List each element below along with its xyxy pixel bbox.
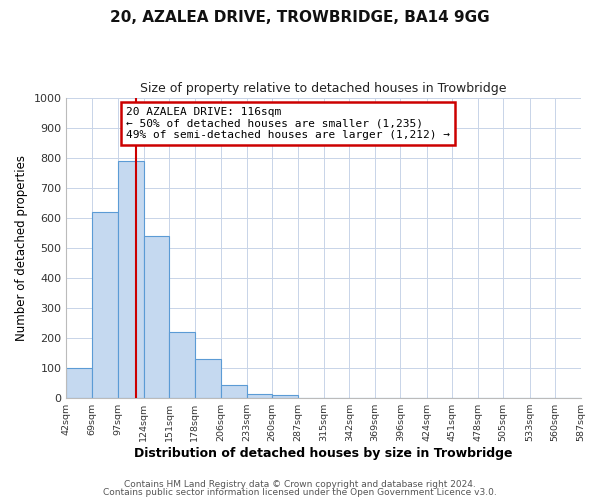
X-axis label: Distribution of detached houses by size in Trowbridge: Distribution of detached houses by size …: [134, 447, 513, 460]
Text: Contains HM Land Registry data © Crown copyright and database right 2024.: Contains HM Land Registry data © Crown c…: [124, 480, 476, 489]
Title: Size of property relative to detached houses in Trowbridge: Size of property relative to detached ho…: [140, 82, 507, 96]
Bar: [195, 359, 221, 398]
Bar: [221, 386, 247, 398]
Text: 20, AZALEA DRIVE, TROWBRIDGE, BA14 9GG: 20, AZALEA DRIVE, TROWBRIDGE, BA14 9GG: [110, 10, 490, 25]
Text: 20 AZALEA DRIVE: 116sqm
← 50% of detached houses are smaller (1,235)
49% of semi: 20 AZALEA DRIVE: 116sqm ← 50% of detache…: [125, 107, 449, 140]
Bar: [247, 394, 272, 398]
Bar: [169, 332, 195, 398]
Bar: [92, 212, 118, 398]
Y-axis label: Number of detached properties: Number of detached properties: [15, 155, 28, 341]
Bar: [67, 368, 92, 398]
Bar: [118, 161, 144, 398]
Text: Contains public sector information licensed under the Open Government Licence v3: Contains public sector information licen…: [103, 488, 497, 497]
Bar: [272, 395, 298, 398]
Bar: [144, 236, 169, 398]
